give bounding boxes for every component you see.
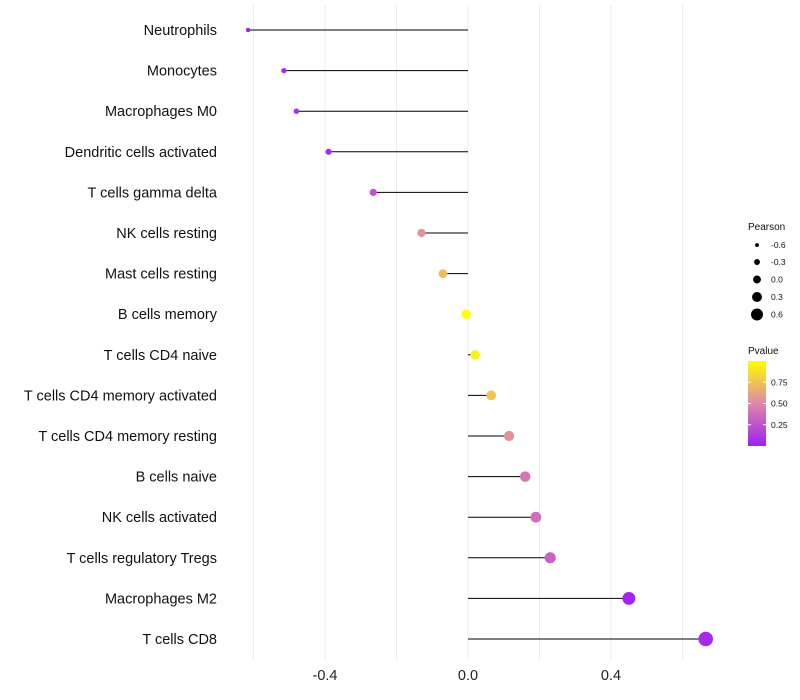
point-13 [544, 552, 556, 564]
category-label-11: B cells naive [136, 470, 217, 486]
category-label-4: T cells gamma delta [88, 185, 218, 201]
pearson-legend-label-4: 0.6 [771, 310, 783, 320]
point-3 [325, 148, 332, 155]
pearson-legend-label-2: 0.0 [771, 275, 783, 285]
category-label-14: Macrophages M2 [105, 591, 217, 607]
point-2 [293, 108, 300, 114]
category-label-7: B cells memory [118, 307, 218, 323]
category-label-13: T cells regulatory Tregs [67, 551, 217, 567]
pearson-legend-dot-2 [753, 275, 761, 284]
point-15 [698, 631, 714, 647]
category-label-12: NK cells activated [102, 510, 217, 526]
point-1 [281, 67, 287, 74]
point-0 [245, 27, 251, 33]
point-11 [519, 471, 531, 482]
category-label-10: T cells CD4 memory resting [38, 429, 217, 445]
pvalue-tick-label-0: 0.75 [771, 377, 788, 387]
pearson-legend-title: Pearson [748, 222, 785, 233]
category-label-2: Macrophages M0 [105, 104, 217, 120]
point-6 [438, 269, 448, 278]
category-labels: Neutrophils Monocytes Macrophages M0 Dendri… [24, 23, 218, 648]
pvalue-legend: Pvalue 0.75 0.50 0.25 [748, 346, 788, 446]
point-7 [461, 309, 471, 319]
x-tick-label-0: -0.4 [313, 668, 338, 684]
point-10 [504, 430, 515, 442]
category-label-15: T cells CD8 [142, 632, 217, 648]
category-label-1: Monocytes [147, 64, 217, 80]
category-label-9: T cells CD4 memory activated [24, 388, 217, 404]
category-label-3: Dendritic cells activated [65, 145, 217, 161]
pearson-legend-dot-3 [752, 292, 762, 302]
point-8 [470, 350, 480, 360]
pearson-legend-label-0: -0.6 [771, 240, 786, 250]
category-label-8: T cells CD4 naive [104, 348, 217, 364]
point-14 [622, 591, 636, 605]
pvalue-colorbar [748, 361, 766, 446]
category-label-0: Neutrophils [144, 23, 217, 39]
pearson-legend-dot-4 [751, 308, 763, 321]
pvalue-tick-label-2: 0.25 [771, 420, 788, 430]
category-label-6: Mast cells resting [105, 267, 217, 283]
points-group [245, 27, 714, 647]
grid-lines [253, 5, 683, 660]
x-tick-label-2: 0.4 [601, 668, 621, 684]
pearson-legend-label-1: -0.3 [771, 257, 786, 267]
x-axis-ticks: -0.4 0.0 0.4 [313, 668, 622, 684]
point-5 [417, 228, 426, 238]
stems-group [248, 29, 706, 640]
point-12 [530, 511, 542, 523]
pearson-legend-label-3: 0.3 [771, 292, 783, 302]
point-4 [369, 188, 377, 197]
pearson-legend: Pearson -0.6 -0.3 0.0 0.3 0.6 [748, 222, 786, 321]
pvalue-tick-label-1: 0.50 [771, 399, 788, 409]
pvalue-legend-title: Pvalue [748, 346, 779, 357]
pearson-legend-dot-1 [754, 259, 760, 265]
x-tick-label-1: 0.0 [458, 668, 478, 684]
point-9 [486, 390, 497, 401]
pearson-legend-dot-0 [755, 243, 759, 247]
category-label-5: NK cells resting [116, 226, 217, 242]
